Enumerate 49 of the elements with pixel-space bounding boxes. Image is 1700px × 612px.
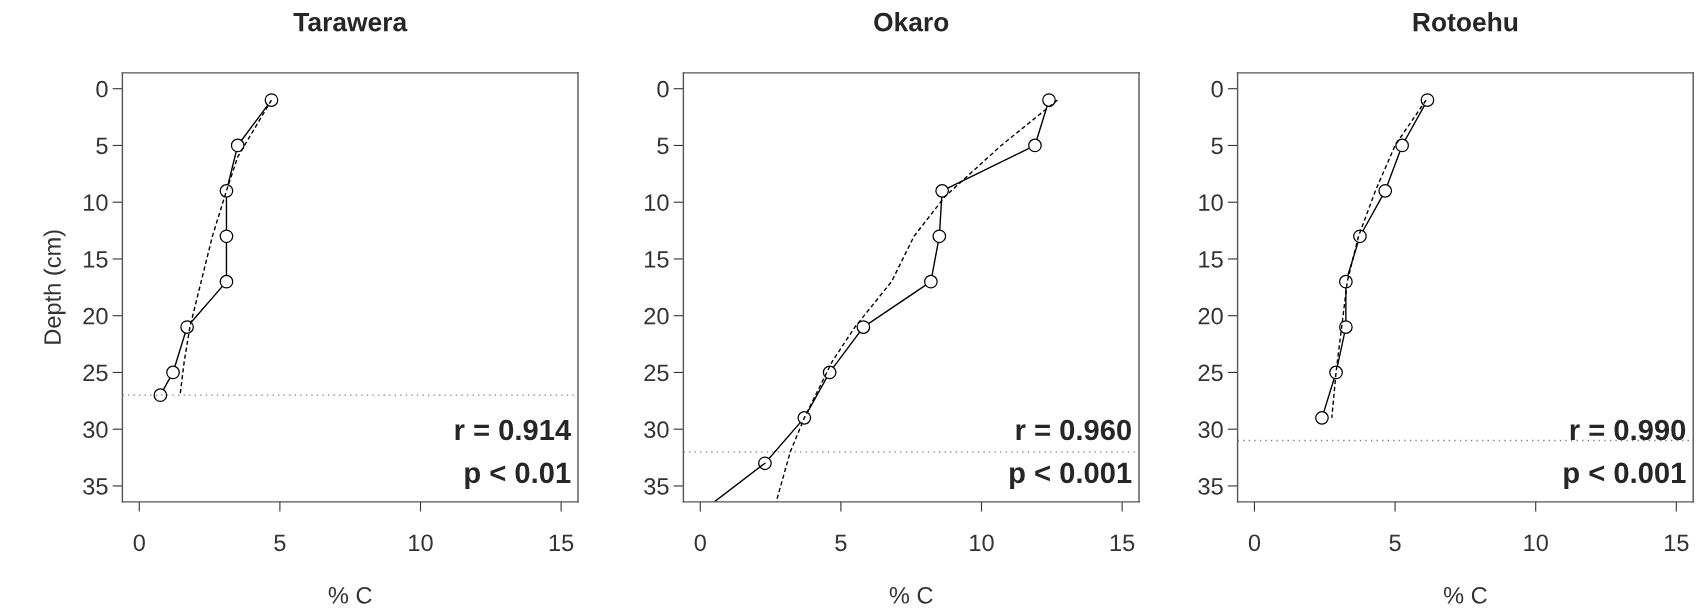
y-tick-label: 15 bbox=[84, 251, 108, 268]
y-tick-label: 20 bbox=[644, 307, 669, 325]
annotation: r = 0.960 bbox=[1016, 419, 1131, 441]
x-tick-label: 0 bbox=[1248, 534, 1261, 552]
annotation: p < 0.001 bbox=[1010, 462, 1132, 489]
annotation: r = 0.914 bbox=[455, 419, 572, 441]
y-tick-label: 5 bbox=[96, 137, 108, 155]
x-tick-label: 5 bbox=[835, 534, 847, 552]
y-tick-label: 0 bbox=[96, 80, 108, 98]
x-tick-label: 10 bbox=[409, 534, 433, 552]
x-tick-label: 15 bbox=[1110, 534, 1135, 552]
y-tick-label: 35 bbox=[644, 478, 669, 495]
y-tick-label: 15 bbox=[1199, 251, 1223, 268]
chart-title: Tarawera bbox=[293, 13, 408, 32]
y-tick-label: 10 bbox=[84, 194, 108, 211]
y-tick-label: 15 bbox=[645, 251, 669, 268]
y-tick-label: 10 bbox=[1199, 194, 1223, 211]
y-tick-label: 0 bbox=[1211, 80, 1223, 98]
annotation: p < 0.01 bbox=[465, 462, 571, 489]
x-tick-label: 5 bbox=[1389, 534, 1401, 552]
chart-title: Rotoehu bbox=[1413, 12, 1518, 32]
annotation: p < 0.001 bbox=[1564, 462, 1686, 489]
y-tick-label: 30 bbox=[644, 421, 669, 438]
x-tick-label: 0 bbox=[133, 534, 145, 552]
x-tick-label: 15 bbox=[549, 534, 574, 552]
y-tick-label: 20 bbox=[83, 307, 108, 325]
y-tick-label: 20 bbox=[1198, 307, 1223, 325]
y-tick-label: 5 bbox=[1211, 137, 1223, 155]
y-tick-label: 35 bbox=[1198, 478, 1223, 495]
y-tick-label: 25 bbox=[83, 364, 108, 382]
y-tick-label: 25 bbox=[644, 364, 669, 382]
chart-title: Okaro bbox=[874, 12, 949, 32]
y-tick-label: 35 bbox=[83, 478, 108, 495]
y-tick-label: 10 bbox=[645, 194, 669, 211]
y-tick-label: 30 bbox=[83, 421, 108, 438]
x-tick-label: 15 bbox=[1665, 534, 1689, 552]
x-tick-label: 0 bbox=[694, 534, 706, 552]
x-tick-label: 10 bbox=[1524, 534, 1548, 552]
y-tick-label: 30 bbox=[1198, 421, 1223, 438]
x-axis-title: % C bbox=[328, 586, 372, 604]
x-tick-label: 5 bbox=[274, 534, 286, 552]
annotation: r = 0.990 bbox=[1570, 419, 1686, 441]
x-axis-title: % C bbox=[1443, 586, 1487, 604]
y-axis-title: Depth (cm) bbox=[43, 230, 66, 344]
y-tick-label: 0 bbox=[657, 80, 669, 98]
y-tick-label: 5 bbox=[657, 137, 669, 155]
y-tick-label: 25 bbox=[1198, 364, 1223, 382]
x-tick-label: 10 bbox=[970, 534, 994, 552]
x-axis-title: % C bbox=[889, 586, 933, 604]
